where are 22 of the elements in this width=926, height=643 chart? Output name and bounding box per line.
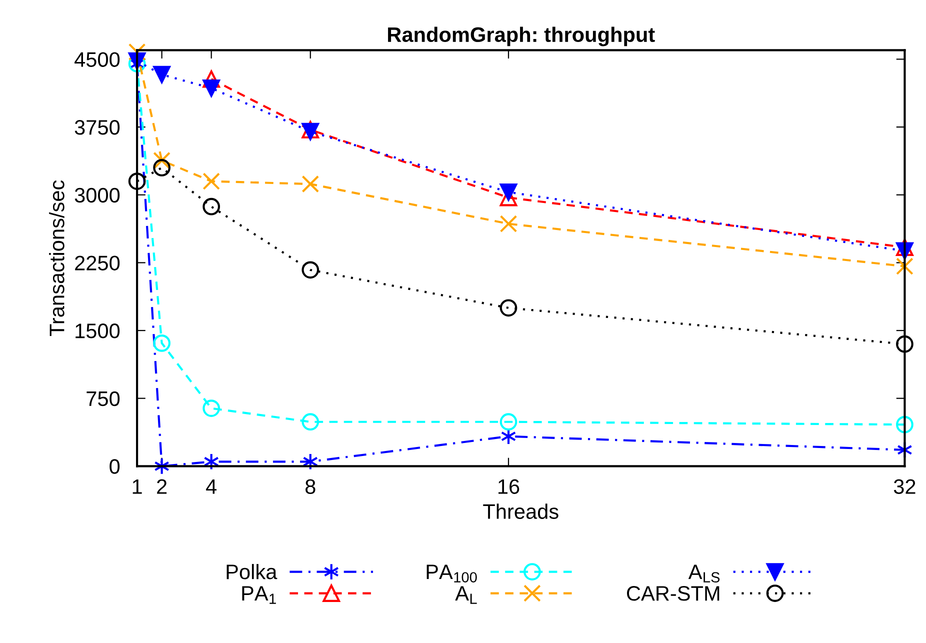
legend-label: Polka [226, 564, 278, 580]
y-tick-label: 1500 [76, 324, 120, 338]
x-tick-label: 1 [132, 479, 142, 494]
y-tick-label: 0 [110, 459, 120, 474]
legend-label: A$_{L}$ [455, 586, 477, 604]
legend-label: CAR-STM [627, 586, 720, 601]
y-axis-title: Transactions/sec [49, 180, 64, 336]
x-axis-title: Threads [483, 504, 558, 519]
x-tick-label: 32 [894, 479, 916, 494]
legend-label: PA$_{100}$ [426, 564, 477, 582]
y-tick-label: 750 [86, 391, 120, 406]
x-tick-label: 2 [157, 479, 167, 494]
x-tick-label: 8 [306, 479, 316, 494]
y-tick-label: 2250 [75, 256, 120, 270]
y-tick-label: 4500 [74, 52, 120, 67]
y-tick-label: 3000 [74, 188, 120, 203]
x-tick-label: 16 [498, 479, 520, 494]
legend-label: A$_{LS}$ [688, 564, 720, 582]
chart-title: RandomGraph: throughput [388, 26, 655, 46]
x-tick-label: 4 [206, 479, 217, 494]
y-tick-label: 3750 [74, 120, 120, 135]
legend-label: PA$_{1}$ [242, 586, 276, 604]
